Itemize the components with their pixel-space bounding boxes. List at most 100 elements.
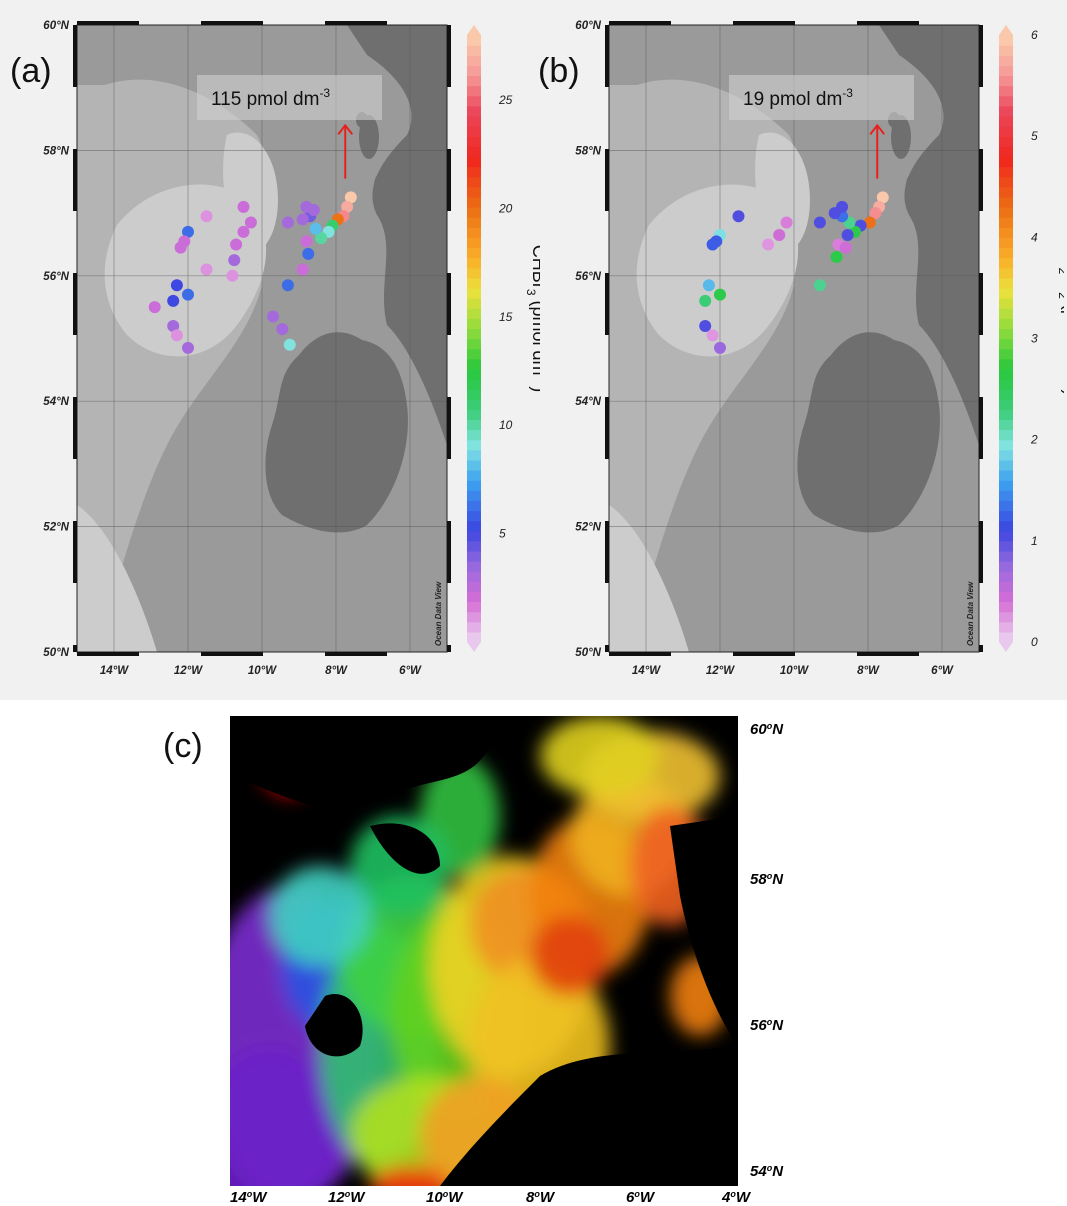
colorbar-title: CHBr3 (pmol dm-3)	[524, 245, 540, 392]
lat-label: 54°N	[43, 396, 69, 408]
sample-point-16	[780, 216, 793, 229]
colorbar-tick-label: 1	[1031, 534, 1038, 548]
sample-point-17	[267, 310, 280, 323]
sample-point-26	[200, 210, 213, 223]
sample-point-25	[226, 269, 239, 282]
sample-point-11	[300, 235, 313, 248]
sample-point-12	[302, 247, 315, 260]
sample-point-0	[876, 191, 889, 204]
lon-label: 12°W	[174, 665, 203, 677]
chlorophyll-patch-11	[530, 916, 610, 996]
rockall-bank-region	[104, 184, 267, 357]
satellite-lat-label: 58oN	[750, 871, 784, 888]
land-scotland	[879, 25, 979, 445]
sample-point-0	[344, 191, 357, 204]
map-area: 19 pmol dm-3	[609, 25, 979, 652]
lat-label: 60°N	[43, 20, 69, 32]
sample-point-20	[244, 216, 257, 229]
colorbar-max-arrow	[999, 25, 1013, 35]
sample-point-1	[341, 200, 354, 213]
sample-point-36	[170, 329, 183, 342]
land-ireland	[797, 332, 940, 533]
map-frame	[73, 21, 451, 656]
lat-label: 52°N	[575, 522, 601, 534]
sample-point-21	[237, 200, 250, 213]
sample-point-31	[170, 279, 183, 292]
lon-label: 12°W	[706, 665, 735, 677]
sample-point-35	[167, 319, 180, 332]
sample-point-19	[283, 338, 296, 351]
panel-b-label: (b)	[538, 52, 580, 90]
map-b: 19 pmol dm-3 60°N 58°N 56°N 54°N 52°N 50°N 14°W…	[575, 20, 1064, 677]
satellite-lon-label: 4oW	[721, 1189, 752, 1206]
sample-point-14	[813, 279, 826, 292]
sample-point-28	[182, 225, 194, 238]
colorbar-tick-label: 6	[1031, 28, 1038, 42]
colorbar-tick-label: 20	[498, 201, 513, 215]
land-ireland	[265, 332, 408, 533]
sample-point-2	[869, 207, 882, 220]
lon-label: 10°W	[780, 665, 809, 677]
sample-point-18	[276, 323, 289, 336]
colorbar	[999, 25, 1013, 652]
colorbar-title: CH2Br2 (pmol dm-3)	[1056, 241, 1064, 395]
sample-point-24	[228, 254, 241, 267]
sample-point-10	[296, 213, 309, 226]
colorbar-tick-label: 15	[499, 310, 513, 324]
sample-point-32	[182, 288, 194, 301]
sample-point-16	[300, 200, 313, 213]
sample-point-23	[230, 238, 243, 251]
lat-label: 50°N	[43, 647, 69, 659]
abyssal-region	[77, 505, 157, 652]
colorbar-tick-label: 5	[1031, 129, 1038, 143]
map-area: 115 pmol dm-3	[77, 25, 447, 652]
masked-area-2	[670, 816, 738, 1046]
sample-point-15	[813, 216, 826, 229]
odv-watermark: Ocean Data View	[434, 581, 443, 646]
sample-point-6	[315, 232, 328, 245]
sample-point-27	[200, 263, 213, 276]
chlorophyll-patch-22	[370, 1166, 450, 1186]
satellite-lon-label: 6oW	[626, 1189, 656, 1206]
island-2	[389, 195, 401, 215]
sample-point-22	[706, 238, 719, 251]
annotation-box: 19 pmol dm-3	[729, 75, 914, 120]
lat-label: 54°N	[575, 396, 601, 408]
sample-point-30	[174, 241, 187, 254]
odv-watermark: Ocean Data View	[966, 581, 975, 646]
satellite-lat-label: 56oN	[750, 1017, 784, 1034]
sample-point-34	[148, 301, 161, 314]
lat-label: 50°N	[575, 647, 601, 659]
abyssal-region	[609, 505, 689, 652]
map-a: 115 pmol dm-3 60°N 58°N 56°N 54°N 52°N 50°N 14°…	[43, 20, 540, 677]
sample-point-22	[237, 225, 250, 238]
lat-label: 60°N	[575, 20, 601, 32]
land-scotland	[347, 25, 447, 445]
colorbar-tick-label: 10	[499, 418, 513, 432]
lat-label: 58°N	[575, 145, 601, 157]
colorbar	[467, 25, 481, 652]
sample-point-23	[702, 279, 715, 292]
lat-label: 52°N	[43, 522, 69, 534]
rockall-bank-region	[636, 184, 799, 357]
lon-label: 10°W	[248, 665, 277, 677]
chlorophyll-patch-14	[540, 716, 660, 796]
sample-point-37	[182, 341, 194, 354]
colorbar-tick-label: 25	[498, 93, 513, 107]
sample-point-18	[762, 238, 775, 251]
colorbar-tick-label: 3	[1031, 332, 1038, 346]
sample-point-7	[841, 229, 854, 242]
lat-label: 56°N	[575, 271, 601, 283]
sample-point-13	[839, 241, 852, 254]
sample-point-13	[296, 263, 309, 276]
colorbar-tick-label: 2	[1030, 433, 1038, 447]
satellite-lat-label: 54oN	[750, 1163, 784, 1180]
lat-label: 56°N	[43, 271, 69, 283]
lon-label: 6°W	[399, 665, 422, 677]
annotation-value: 19 pmol dm-3	[743, 86, 853, 110]
masked-area-1	[440, 1046, 738, 1186]
island-2	[921, 195, 933, 215]
masked-area-0	[305, 994, 363, 1057]
masked-area-3	[230, 716, 490, 809]
chlorophyll-patch-23	[270, 866, 370, 966]
